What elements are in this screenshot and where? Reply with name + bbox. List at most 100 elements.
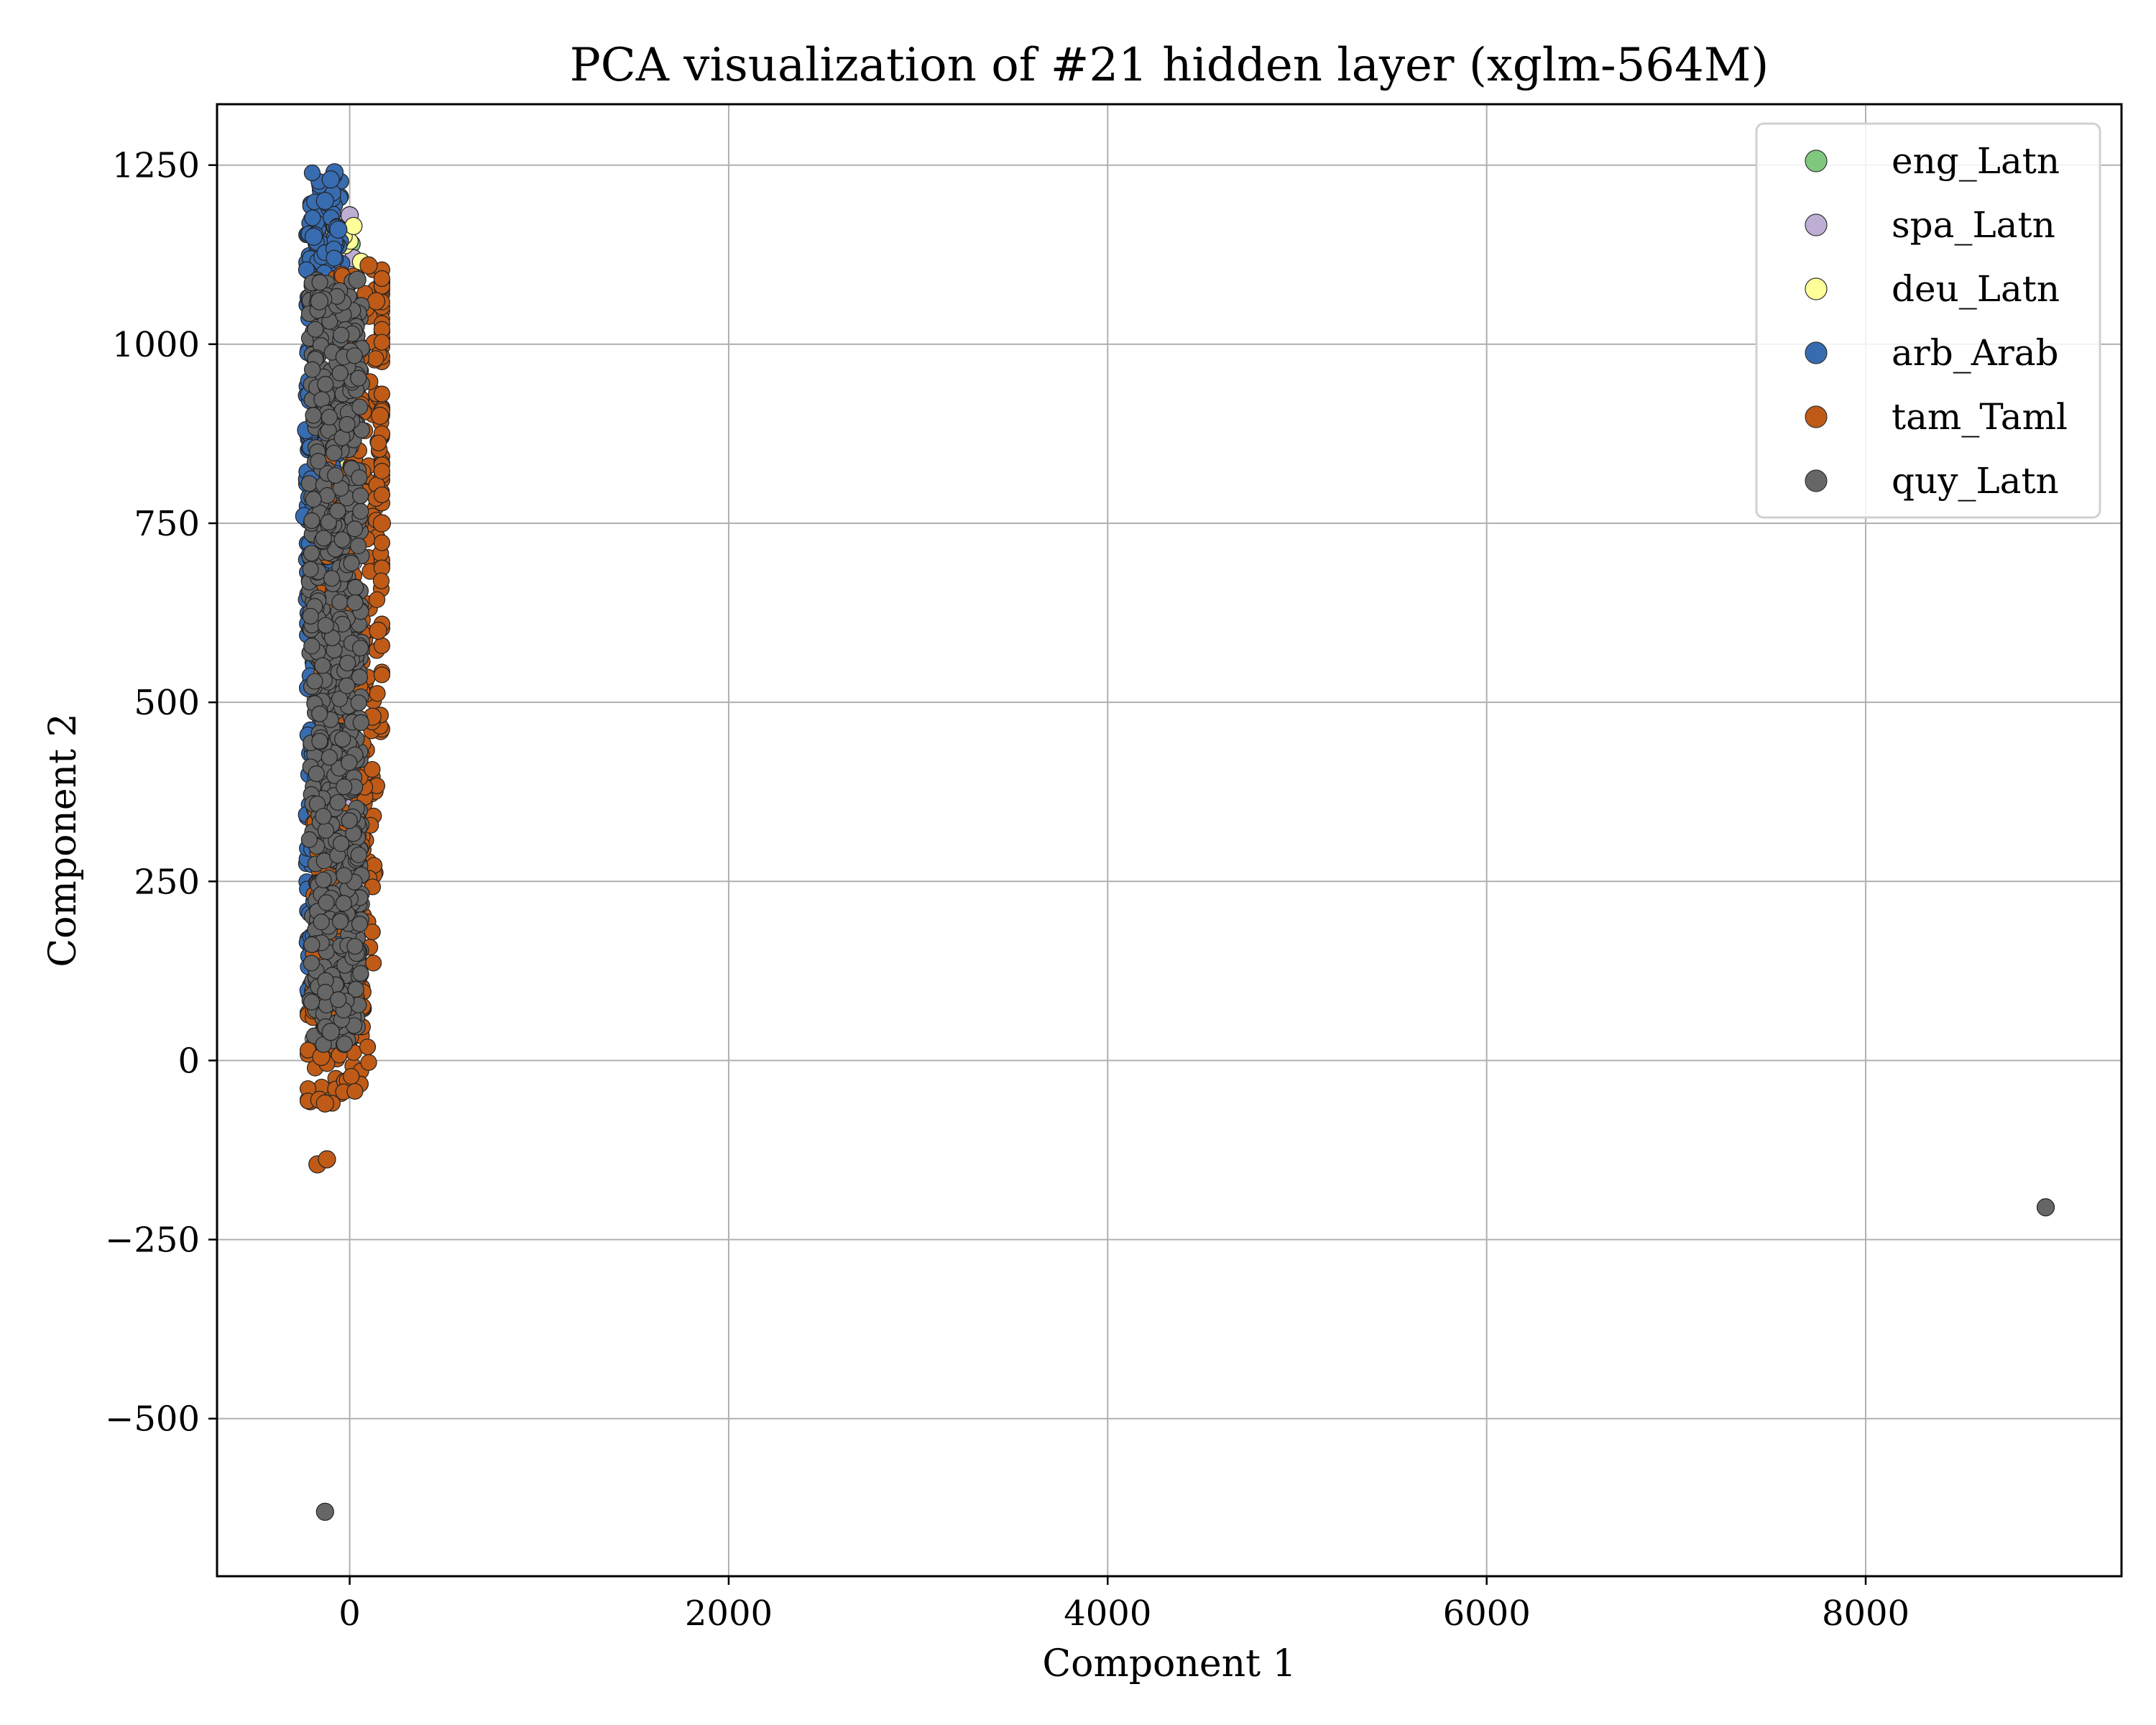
- data-point: [304, 227, 323, 246]
- data-point: [346, 520, 364, 538]
- data-point: [371, 406, 390, 426]
- data-point: [343, 1067, 360, 1085]
- data-point: [346, 594, 364, 612]
- data-point: [321, 170, 340, 189]
- data-point: [313, 914, 330, 931]
- data-point: [303, 512, 321, 529]
- data-point: [359, 256, 378, 275]
- data-point: [317, 822, 334, 839]
- data-point: [351, 469, 368, 487]
- y-axis-label: Component 2: [42, 713, 85, 967]
- legend-label: arb_Arab: [1892, 332, 2059, 374]
- x-tick-label: 8000: [1822, 1593, 1909, 1634]
- legend-marker: [1805, 341, 1828, 364]
- y-tick-label: 750: [134, 504, 200, 544]
- data-point: [338, 677, 356, 694]
- y-tick-label: −500: [105, 1399, 200, 1440]
- y-tick-label: 250: [134, 862, 200, 902]
- data-point: [336, 1035, 354, 1052]
- data-point: [311, 732, 328, 750]
- axis-ticks: 0 2000 4000 6000 8000 −500 −250 0 250 500 750 1000 1…: [105, 146, 1909, 1634]
- data-point: [350, 846, 367, 864]
- data-point: [300, 475, 318, 492]
- data-point: [341, 812, 358, 829]
- data-point: [369, 685, 386, 702]
- data-point: [373, 637, 391, 654]
- data-point: [317, 617, 334, 634]
- data-point: [336, 778, 353, 796]
- data-point: [368, 591, 386, 608]
- legend-item-arb_Arab: arb_Arab: [1805, 332, 2059, 374]
- data-point: [331, 913, 349, 930]
- data-point: [332, 835, 350, 852]
- data-point: [349, 537, 367, 555]
- data-point: [304, 209, 321, 226]
- data-point: [364, 760, 381, 778]
- legend-marker: [1805, 213, 1828, 236]
- data-point: [351, 915, 369, 933]
- data-point: [351, 668, 369, 686]
- legend-entries: eng_Latn spa_Latn deu_Latn arb_Arab tam_Taml…: [1805, 140, 2068, 502]
- x-tick-label: 2000: [685, 1593, 773, 1634]
- data-point: [321, 1022, 340, 1041]
- data-point: [307, 321, 324, 338]
- data-point: [315, 871, 332, 888]
- data-point: [305, 491, 322, 508]
- data-point: [318, 894, 335, 911]
- legend-label: eng_Latn: [1892, 140, 2060, 182]
- data-point: [373, 270, 391, 288]
- data-point: [351, 640, 369, 657]
- data-point: [320, 513, 338, 531]
- legend-marker: [1805, 405, 1828, 428]
- data-point: [348, 270, 367, 289]
- chart-title: PCA visualization of #21 hidden layer (x…: [570, 39, 1769, 92]
- data-point: [352, 965, 369, 982]
- data-point: [351, 398, 369, 415]
- data-point: [373, 334, 391, 351]
- plot-frame: [216, 103, 2123, 1578]
- y-tick-label: 1000: [112, 325, 200, 365]
- legend-item-eng_Latn: eng_Latn: [1805, 140, 2060, 182]
- data-point: [306, 673, 323, 690]
- data-point: [350, 369, 367, 387]
- data-point: [367, 350, 384, 367]
- data-point: [346, 1082, 364, 1100]
- data-point: [373, 534, 391, 551]
- data-point: [321, 749, 338, 766]
- data-point: [315, 191, 334, 211]
- data-point: [311, 705, 328, 722]
- data-point: [311, 274, 328, 291]
- y-tick-label: 1250: [112, 146, 200, 186]
- data-point: [339, 654, 356, 672]
- x-tick-label: 6000: [1443, 1593, 1531, 1634]
- data-point: [303, 164, 321, 182]
- data-point: [303, 638, 321, 655]
- data-point: [303, 993, 321, 1011]
- x-axis-label: Component 1: [1042, 1642, 1296, 1685]
- data-point: [327, 466, 344, 484]
- data-points: [295, 163, 2055, 1521]
- data-point: [359, 1038, 377, 1056]
- legend-marker: [1805, 277, 1828, 300]
- y-tick-label: −250: [105, 1220, 200, 1261]
- data-point: [373, 666, 391, 684]
- series-quy_Latn: [300, 270, 2055, 1521]
- data-point: [352, 714, 369, 731]
- data-point: [333, 326, 350, 344]
- x-tick-label: 0: [338, 1593, 361, 1634]
- data-point: [303, 954, 320, 972]
- data-point: [329, 220, 348, 239]
- data-point: [333, 531, 351, 548]
- data-point: [341, 754, 358, 771]
- data-point: [335, 895, 352, 912]
- data-point: [352, 502, 369, 520]
- data-point: [370, 434, 387, 451]
- data-point: [303, 361, 321, 378]
- data-point: [318, 1150, 336, 1169]
- legend-label: spa_Latn: [1892, 204, 2055, 246]
- data-point: [343, 554, 360, 572]
- data-point: [310, 452, 327, 470]
- data-point: [344, 216, 363, 236]
- data-point: [302, 561, 319, 578]
- legend-marker: [1805, 469, 1828, 492]
